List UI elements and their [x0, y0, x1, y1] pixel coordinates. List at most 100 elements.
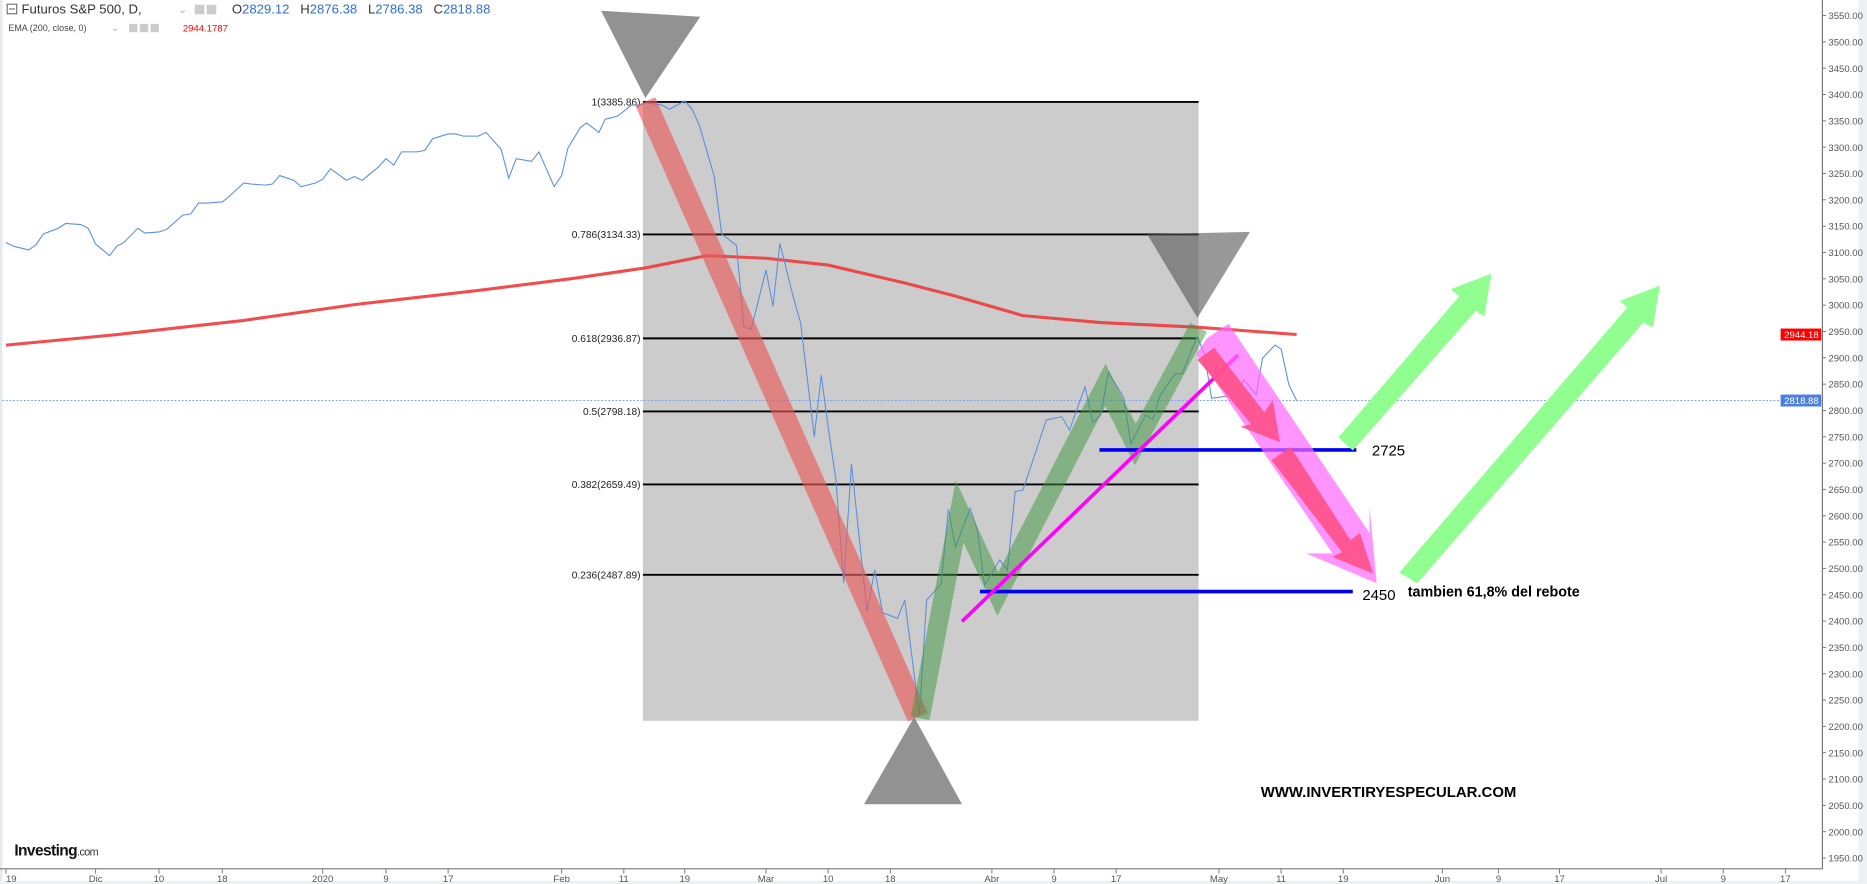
- time-tick-label: 19: [679, 874, 690, 884]
- ohlc-label: L: [368, 2, 375, 17]
- price-tick-label: 3200.00: [1828, 195, 1863, 206]
- lower-high-triangle-marker[interactable]: [1147, 231, 1251, 318]
- bearish-arrow[interactable]: [1196, 323, 1377, 584]
- time-tick-label: Dic: [89, 874, 103, 884]
- price-tick-label: 3300.00: [1828, 143, 1863, 154]
- top-triangle-marker[interactable]: [601, 10, 701, 98]
- time-tick-label: 18: [217, 874, 228, 884]
- price-tick-label: 2250.00: [1828, 696, 1863, 707]
- ema-price-badge: 2944.18: [1780, 328, 1822, 341]
- label-2725: 2725: [1372, 442, 1405, 459]
- price-tick-label: 2050.00: [1828, 801, 1863, 812]
- ohlc-values: O2829.12 H2876.38 L2786.38 C2818.88: [232, 2, 491, 17]
- price-tick-label: 2200.00: [1828, 722, 1863, 733]
- ohlc-value: 2829.12: [242, 2, 289, 17]
- ema-200-line[interactable]: [5, 254, 1297, 347]
- time-tick-label: Jun: [1435, 874, 1450, 884]
- indicator-value: 2944.1787: [183, 24, 228, 35]
- left-edge: [0, 0, 3, 884]
- fib-level-label: 0.5(2798.18): [583, 407, 641, 418]
- time-tick-label: 19: [6, 874, 17, 884]
- price-tick-label: 3550.00: [1828, 11, 1863, 22]
- price-tick-label: 3250.00: [1828, 169, 1863, 180]
- price-tick-label: 2750.00: [1828, 432, 1863, 443]
- bullish-arrow-1[interactable]: [1338, 273, 1492, 451]
- price-tick-label: 2700.00: [1828, 459, 1863, 470]
- price-tick-label: 2400.00: [1828, 617, 1863, 628]
- chevron-down-icon[interactable]: ⌄: [178, 4, 187, 16]
- time-tick-label: 9: [383, 874, 388, 884]
- symbol-title[interactable]: Futuros S&P 500, D,: [22, 2, 142, 17]
- gear-icon[interactable]: [206, 4, 217, 15]
- uptrend-line[interactable]: [960, 353, 1240, 623]
- time-tick-label: 9: [1721, 874, 1726, 884]
- time-tick-label: 10: [823, 874, 834, 884]
- ohlc-value: 2876.38: [310, 2, 357, 17]
- time-tick-label: 9: [1496, 874, 1501, 884]
- indicator-title[interactable]: EMA (200, close, 0): [8, 23, 86, 33]
- indicator-close-icon[interactable]: [150, 23, 159, 33]
- price-tick-label: 2600.00: [1828, 511, 1863, 522]
- time-tick-label: 2020: [312, 874, 333, 884]
- price-tick-label: 2300.00: [1828, 669, 1863, 680]
- last-price-badge: 2818.88: [1780, 394, 1822, 407]
- time-tick-label: 18: [885, 874, 896, 884]
- time-tick-label: 11: [1276, 874, 1286, 884]
- price-tick-label: 3350.00: [1828, 116, 1863, 127]
- time-tick-label: 9: [1051, 874, 1056, 884]
- time-tick-label: 19: [1338, 874, 1349, 884]
- price-axis[interactable]: 3550.00 3500.00 3450.00 3400.00 3350.00 3300.…: [1822, 11, 1863, 865]
- indicator-chevron-icon[interactable]: ⌄: [111, 23, 119, 34]
- ohlc-value: 2786.38: [375, 2, 422, 17]
- last-badge-value: 2818.88: [1784, 396, 1819, 407]
- eye-icon[interactable]: [194, 4, 205, 15]
- price-tick-label: 2150.00: [1828, 748, 1863, 759]
- price-tick-label: 2850.00: [1828, 380, 1863, 391]
- price-tick-label: 3400.00: [1828, 90, 1863, 101]
- time-tick-label: May: [1210, 874, 1228, 884]
- investing-logo[interactable]: Investing.com: [14, 843, 99, 860]
- rebound-band[interactable]: [910, 322, 1208, 721]
- time-tick-label: Abr: [984, 874, 1000, 884]
- time-tick-label: 17: [1554, 874, 1565, 884]
- price-tick-label: 2100.00: [1828, 775, 1863, 786]
- price-tick-label: 2650.00: [1828, 485, 1863, 496]
- time-tick-label: 10: [154, 874, 165, 884]
- indicator-gear-icon[interactable]: [139, 23, 149, 33]
- price-tick-label: 2450.00: [1828, 590, 1863, 601]
- fib-level-label: 1(3385.86): [591, 98, 640, 109]
- time-tick-label: Mar: [758, 874, 775, 884]
- bottom-triangle-marker[interactable]: [864, 717, 963, 805]
- fib-level-label: 0.618(2936.87): [572, 334, 641, 345]
- price-tick-label: 2900.00: [1828, 353, 1863, 364]
- price-tick-label: 2350.00: [1828, 643, 1863, 654]
- price-tick-label: 3150.00: [1828, 222, 1863, 233]
- note-2450: tambien 61,8% del rebote: [1408, 584, 1580, 600]
- price-tick-label: 3450.00: [1828, 64, 1863, 75]
- collapse-icon[interactable]: [6, 3, 18, 15]
- time-tick-label: Jul: [1655, 874, 1667, 884]
- indicator-eye-icon[interactable]: [129, 23, 138, 33]
- downtrend-band[interactable]: [635, 97, 928, 722]
- legend-header: Futuros S&P 500, D, ⌄ O2829.12 H2876.38 L2…: [6, 2, 491, 35]
- time-tick-label: Feb: [553, 874, 569, 884]
- price-tick-label: 2950.00: [1828, 327, 1863, 338]
- time-axis[interactable]: 19 Dic 10 18 2020 9 17 Feb 11 19 Mar 10 18 Abr 9 17 May 1…: [5, 868, 1791, 884]
- fib-level-label: 0.382(2659.49): [572, 480, 641, 491]
- time-tick-label: 17: [443, 874, 454, 884]
- right-edge: [1858, 0, 1867, 884]
- price-tick-label: 2500.00: [1828, 564, 1863, 575]
- price-tick-label: 3500.00: [1828, 37, 1863, 48]
- time-tick-label: 17: [1780, 874, 1791, 884]
- price-tick-label: 3050.00: [1828, 274, 1863, 285]
- price-tick-label: 3100.00: [1828, 248, 1863, 259]
- ema-badge-value: 2944.18: [1784, 330, 1819, 341]
- price-tick-label: 2800.00: [1828, 406, 1863, 417]
- bottom-edge: [0, 880, 1867, 884]
- price-tick-label: 3000.00: [1828, 301, 1863, 312]
- price-tick-label: 1950.00: [1828, 854, 1863, 865]
- fib-level-label: 0.786(3134.33): [572, 230, 641, 241]
- time-tick-label: 17: [1111, 874, 1122, 884]
- bullish-arrow-2[interactable]: [1399, 285, 1660, 584]
